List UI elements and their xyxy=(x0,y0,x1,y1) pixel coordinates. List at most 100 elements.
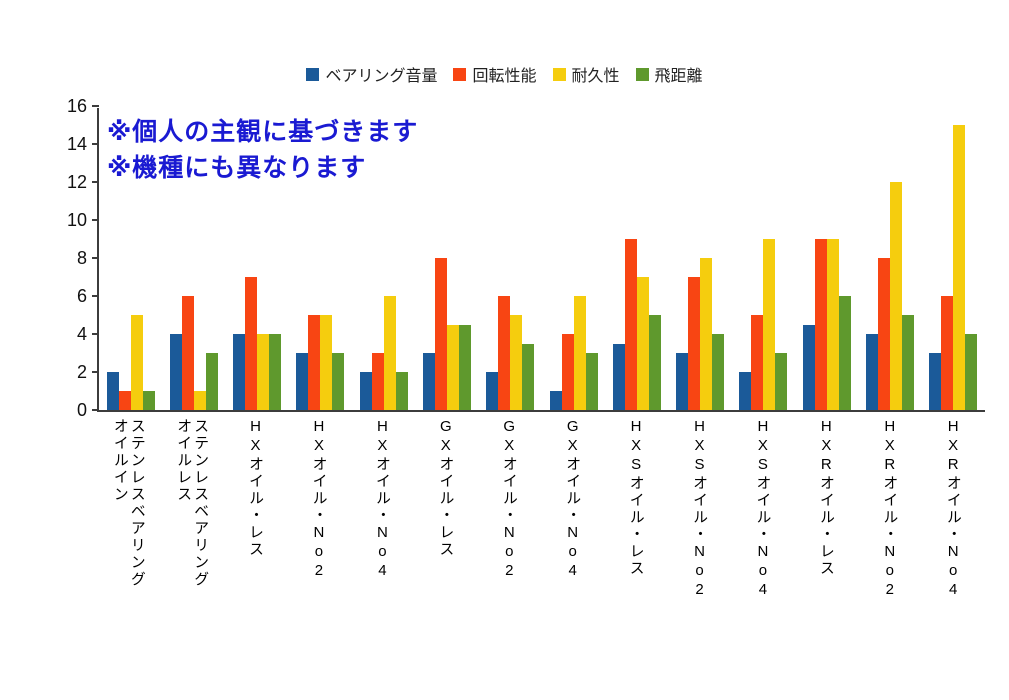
bar-durability xyxy=(447,324,460,410)
bar-bearing-noise xyxy=(486,372,499,410)
y-tick-mark xyxy=(92,143,99,145)
x-axis-label: HXオイル・No4 xyxy=(351,418,414,600)
bar-durability xyxy=(510,315,523,410)
bar-bearing-noise xyxy=(423,353,436,410)
bar-rotation-performance xyxy=(245,277,258,410)
y-tick-label: 6 xyxy=(76,286,87,306)
y-tick-label: 4 xyxy=(76,324,87,344)
bar-group xyxy=(858,108,921,410)
bar-durability xyxy=(953,125,966,410)
bar-durability xyxy=(383,296,396,410)
annotation-line1: ※個人の主観に基づきます xyxy=(107,118,419,146)
y-tick-mark xyxy=(92,371,99,373)
bar-group xyxy=(479,108,542,410)
bar-flight-distance xyxy=(269,334,282,410)
bar-rotation-performance xyxy=(181,296,194,410)
bar-group xyxy=(415,108,478,410)
bar-group xyxy=(795,108,858,410)
bar-bearing-noise xyxy=(359,372,372,410)
bar-group xyxy=(289,108,352,410)
bar-bearing-noise xyxy=(739,372,752,410)
bar-rotation-performance xyxy=(941,296,954,410)
legend-label: 回転性能 xyxy=(472,68,537,85)
y-tick-label: 0 xyxy=(76,400,87,420)
x-axis-label-text: HXオイル・No2 xyxy=(310,418,328,581)
legend-item-durability: 耐久性 xyxy=(552,62,620,86)
bar-durability xyxy=(257,334,270,410)
x-axis-label: HXSオイル・No2 xyxy=(668,418,731,600)
bar-group xyxy=(226,108,289,410)
bar-group xyxy=(732,108,795,410)
x-axis-label: HXオイル・No2 xyxy=(287,418,350,600)
bar-group xyxy=(99,108,162,410)
bar-bearing-noise xyxy=(233,334,246,410)
plot-area: ※個人の主観に基づきます ※機種にも異なります 0 2 4 6 8 10 12 14 16 xyxy=(67,97,985,419)
x-axis-label-text: HXRオイル・No4 xyxy=(944,418,962,600)
bar-rotation-performance xyxy=(878,258,891,410)
bar-durability xyxy=(193,391,206,410)
bar-rotation-performance xyxy=(624,239,637,410)
bar-rotation-performance xyxy=(814,239,827,410)
bar-durability xyxy=(700,258,713,410)
x-axis-label-text: オイルイン ステンレスベアリング xyxy=(111,418,146,588)
bar-flight-distance xyxy=(459,324,472,410)
bar-group xyxy=(669,108,732,410)
bar-group xyxy=(605,108,668,410)
bar-rotation-performance xyxy=(498,296,511,410)
bar-flight-distance xyxy=(838,296,851,410)
bar-bearing-noise xyxy=(929,353,942,410)
x-axis-label-text: HXRオイル・レス xyxy=(817,418,835,577)
y-tick-mark xyxy=(92,105,99,107)
annotation-note: ※個人の主観に基づきます ※機種にも異なります xyxy=(107,114,418,187)
legend-label: 飛距離 xyxy=(654,68,703,85)
bar-bearing-noise xyxy=(296,353,309,410)
bar-flight-distance xyxy=(585,353,598,410)
y-tick-mark xyxy=(92,181,99,183)
bar-flight-distance xyxy=(902,315,915,410)
bar-rotation-performance xyxy=(371,353,384,410)
y-tick-label: 14 xyxy=(66,134,87,154)
bar-bearing-noise xyxy=(549,391,562,410)
y-tick-label: 16 xyxy=(66,96,87,116)
chart-legend: ベアリング音量 回転性能 耐久性 飛距離 xyxy=(0,62,1009,86)
x-axis-label: HXSオイル・No4 xyxy=(731,418,794,600)
x-axis-label-text: HXSオイル・レス xyxy=(627,418,645,577)
x-axis-label-text: HXオイル・No4 xyxy=(373,418,391,581)
bar-group xyxy=(352,108,415,410)
y-tick-mark xyxy=(92,295,99,297)
bar-durability xyxy=(763,239,776,410)
bar-group xyxy=(162,108,225,410)
legend-item-bearing-noise: ベアリング音量 xyxy=(306,62,437,86)
legend-label: 耐久性 xyxy=(571,68,620,85)
x-axis-label-text: HXSオイル・No2 xyxy=(691,418,708,600)
x-axis-label-text: HXRオイル・No2 xyxy=(881,418,899,600)
legend-swatch-icon xyxy=(306,67,320,81)
legend-item-rotation-performance: 回転性能 xyxy=(453,62,537,86)
bar-rotation-performance xyxy=(435,258,448,410)
legend-swatch-icon xyxy=(552,67,566,81)
bar-rotation-performance xyxy=(118,391,131,410)
y-tick-label: 12 xyxy=(66,172,87,192)
legend-swatch-icon xyxy=(453,67,467,81)
x-axis-label-text: GXオイル・レス xyxy=(437,418,455,558)
bar-durability xyxy=(826,239,839,410)
x-axis-label: GXオイル・レス xyxy=(414,418,477,600)
bar-flight-distance xyxy=(712,334,725,410)
y-tick-mark xyxy=(92,409,99,411)
legend-swatch-icon xyxy=(635,67,649,81)
bars-row xyxy=(99,108,985,410)
bar-rotation-performance xyxy=(751,315,764,410)
bar-flight-distance xyxy=(395,372,408,410)
y-tick-mark xyxy=(92,219,99,221)
bar-flight-distance xyxy=(965,334,978,410)
bar-bearing-noise xyxy=(676,353,689,410)
bar-group xyxy=(542,108,605,410)
x-axis-label: HXRオイル・No2 xyxy=(858,418,921,600)
bar-bearing-noise xyxy=(612,343,625,410)
bar-rotation-performance xyxy=(561,334,574,410)
x-axis-label-text: HXSオイル・No4 xyxy=(754,418,772,600)
bar-bearing-noise xyxy=(106,372,119,410)
bar-bearing-noise xyxy=(169,334,182,410)
y-tick-mark xyxy=(92,257,99,259)
legend-label: ベアリング音量 xyxy=(325,68,438,85)
